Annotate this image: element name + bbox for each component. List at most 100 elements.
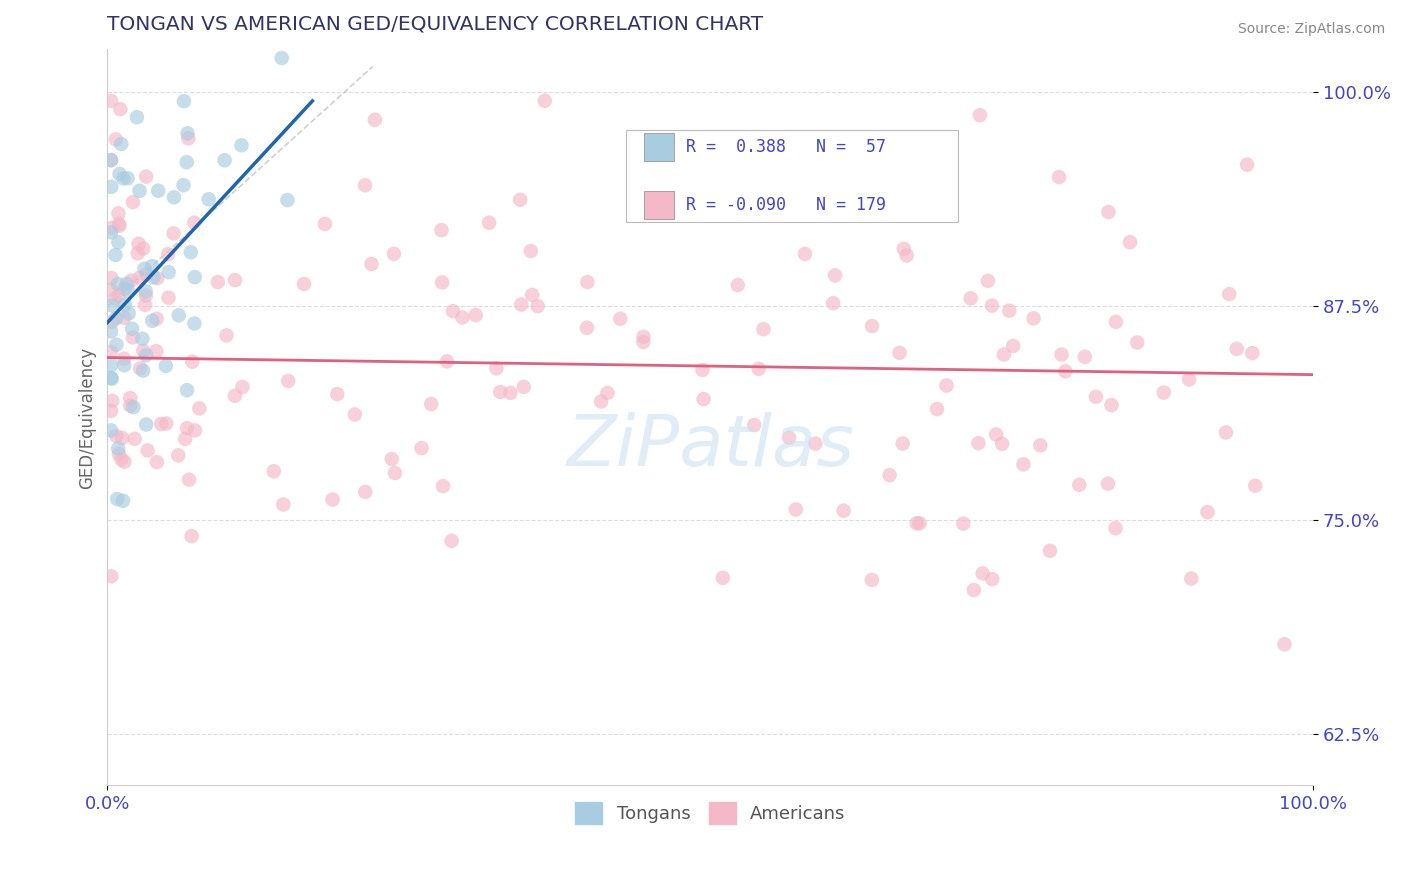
Point	[104, 248, 127, 262]
Point	[110, 452, 132, 467]
Point	[991, 437, 1014, 451]
Point	[785, 502, 807, 516]
Point	[959, 291, 981, 305]
Point	[100, 424, 122, 438]
Point	[100, 271, 122, 285]
Point	[135, 169, 157, 184]
Point	[1126, 335, 1149, 350]
Point	[108, 217, 131, 231]
Point	[676, 197, 699, 211]
Point	[121, 330, 143, 344]
Point	[436, 354, 458, 368]
Point	[114, 298, 136, 312]
Point	[197, 192, 219, 206]
Point	[107, 442, 129, 456]
Point	[136, 443, 159, 458]
Point	[134, 261, 156, 276]
Point	[132, 363, 155, 377]
Point	[145, 311, 167, 326]
Point	[107, 277, 129, 291]
Point	[110, 136, 132, 151]
Point	[575, 320, 598, 334]
Point	[1274, 637, 1296, 651]
Point	[276, 193, 298, 207]
Point	[105, 429, 128, 443]
Point	[832, 504, 855, 518]
Point	[110, 102, 132, 116]
Point	[1180, 572, 1202, 586]
Point	[100, 283, 122, 297]
Point	[100, 344, 122, 359]
Point	[752, 322, 775, 336]
Point	[1097, 476, 1119, 491]
Point	[121, 322, 143, 336]
Point	[509, 193, 531, 207]
Point	[148, 184, 170, 198]
Point	[125, 110, 148, 124]
Point	[432, 479, 454, 493]
Point	[967, 436, 990, 450]
Point	[905, 516, 928, 531]
Point	[117, 171, 139, 186]
Point	[101, 298, 124, 312]
Point	[879, 468, 901, 483]
Point	[925, 402, 948, 417]
Point	[485, 361, 508, 376]
Point	[122, 195, 145, 210]
Point	[122, 400, 145, 414]
Point	[489, 384, 512, 399]
Point	[157, 265, 180, 279]
Point	[860, 319, 883, 334]
Point	[100, 153, 122, 168]
Point	[430, 276, 453, 290]
Point	[100, 94, 122, 108]
Point	[972, 566, 994, 581]
Point	[360, 257, 382, 271]
Point	[224, 389, 246, 403]
Point	[981, 299, 1004, 313]
Point	[176, 155, 198, 169]
Point	[157, 291, 180, 305]
Point	[128, 236, 150, 251]
Point	[163, 190, 186, 204]
Point	[150, 417, 173, 431]
Point	[893, 242, 915, 256]
Point	[135, 285, 157, 299]
Point	[146, 455, 169, 469]
Point	[451, 310, 474, 325]
Point	[215, 328, 238, 343]
Point	[513, 380, 536, 394]
Bar	[644, 133, 673, 161]
Point	[173, 94, 195, 108]
Point	[292, 277, 315, 291]
Point	[141, 314, 163, 328]
Point	[804, 436, 827, 450]
Point	[124, 432, 146, 446]
Point	[441, 304, 464, 318]
Point	[1097, 205, 1119, 219]
Y-axis label: GED/Equivalency: GED/Equivalency	[79, 346, 96, 489]
Point	[1029, 438, 1052, 452]
Text: TONGAN VS AMERICAN GED/EQUIVALENCY CORRELATION CHART: TONGAN VS AMERICAN GED/EQUIVALENCY CORRE…	[107, 15, 763, 34]
Point	[998, 303, 1021, 318]
Point	[748, 361, 770, 376]
Point	[411, 441, 433, 455]
Point	[112, 455, 135, 469]
Point	[742, 417, 765, 432]
Point	[184, 423, 207, 437]
Point	[1105, 315, 1128, 329]
Point	[1050, 347, 1073, 361]
Point	[384, 466, 406, 480]
Point	[591, 394, 613, 409]
Point	[891, 436, 914, 450]
Point	[128, 270, 150, 285]
Point	[135, 348, 157, 362]
Point	[108, 219, 131, 233]
Point	[108, 167, 131, 181]
Point	[1101, 398, 1123, 412]
Point	[101, 315, 124, 329]
Point	[1241, 346, 1264, 360]
Point	[1084, 390, 1107, 404]
Point	[172, 178, 194, 193]
Point	[1012, 458, 1035, 472]
